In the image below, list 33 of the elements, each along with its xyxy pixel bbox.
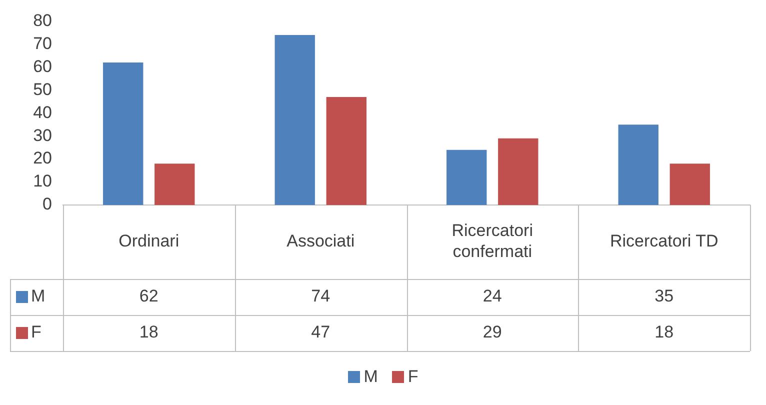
y-tick-label: 50 [33, 80, 52, 99]
bar [154, 164, 195, 205]
data-label: 62 [139, 286, 158, 306]
legend-label: F [408, 367, 418, 387]
y-tick-label: 0 [42, 194, 52, 214]
y-tick-label: 70 [33, 34, 52, 53]
bar [326, 97, 366, 205]
data-label: 24 [482, 286, 502, 306]
y-tick-label: 20 [33, 148, 52, 168]
legend-label: M [31, 286, 46, 306]
bar [103, 62, 144, 205]
data-label: 35 [654, 286, 674, 306]
bar [498, 138, 538, 205]
bar [274, 34, 315, 205]
y-tick-label: 60 [33, 56, 52, 76]
x-tick-label: Associati [286, 232, 355, 251]
bar [446, 150, 487, 205]
data-label: 74 [311, 286, 330, 306]
text: F [31, 322, 42, 342]
bar [618, 124, 658, 205]
data-label: 47 [311, 322, 330, 342]
text: M [364, 367, 378, 386]
bar [670, 164, 710, 205]
x-tick-label: Ordinari [118, 232, 180, 251]
y-tick-label: 10 [33, 172, 52, 191]
data-label: 18 [139, 322, 158, 342]
y-tick-label: 40 [33, 102, 52, 122]
y-tick-label: 30 [33, 126, 52, 145]
data-label: 29 [482, 322, 502, 342]
data-label: 18 [654, 322, 674, 342]
x-tick-label: Ricercatori TD [610, 232, 718, 251]
x-tick-label: Ricercatori confermati [452, 221, 533, 262]
y-tick-label: 80 [33, 10, 52, 30]
